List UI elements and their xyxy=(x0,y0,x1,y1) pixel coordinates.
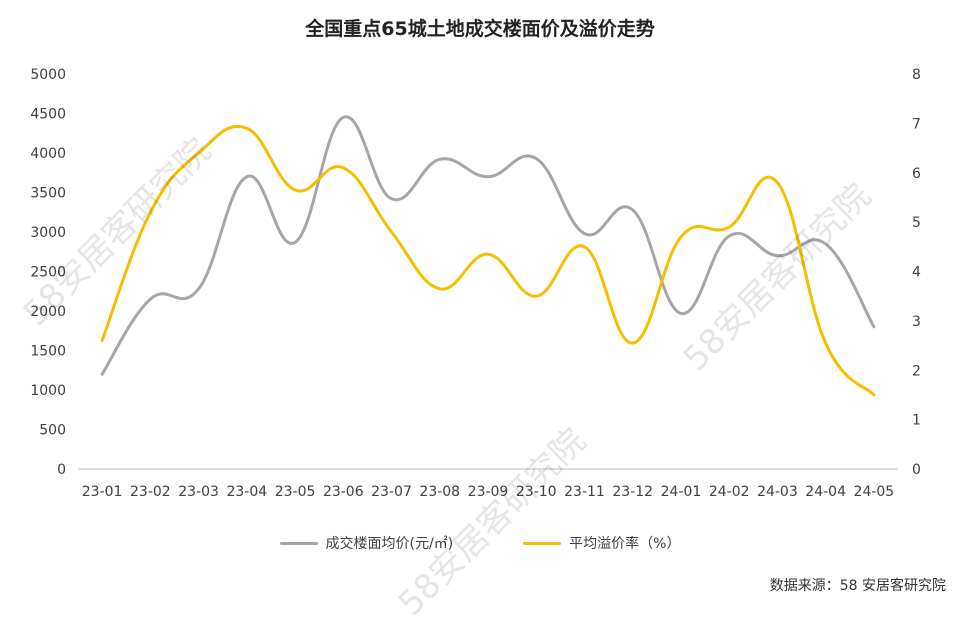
x-tick-label: 23-07 xyxy=(371,484,412,500)
data-point-premium xyxy=(631,341,635,345)
legend-label-premium: 平均溢价率（%） xyxy=(569,536,681,552)
legend-item-premium: 平均溢价率（%） xyxy=(523,533,680,553)
x-tick-label: 24-03 xyxy=(757,484,798,500)
data-point-premium xyxy=(245,126,249,130)
line-chart: 0 500 1000 1500 2000 2500 3000 3500 4000 4500 5000… xyxy=(30,67,921,500)
data-point-price xyxy=(438,157,442,161)
data-point-price xyxy=(775,254,779,258)
y-right-tick-label: 4 xyxy=(912,265,921,281)
data-point-premium xyxy=(727,225,731,229)
data-point-price xyxy=(341,115,345,119)
x-tick-label: 24-05 xyxy=(854,484,895,500)
y-left-tick-label: 4000 xyxy=(30,146,66,162)
data-point-price xyxy=(534,157,538,161)
data-point-premium xyxy=(679,235,683,239)
y-left-tick-label: 2500 xyxy=(30,265,66,281)
x-tick-label: 23-06 xyxy=(323,484,364,500)
y-left-tick-label: 1500 xyxy=(30,344,66,360)
data-point-price xyxy=(293,240,297,244)
x-tick-label: 23-01 xyxy=(82,484,123,500)
y-left-tick-label: 3500 xyxy=(30,186,66,202)
y-right-tick-label: 7 xyxy=(912,116,921,132)
data-point-premium xyxy=(100,339,104,343)
source-note: 数据来源：58 安居客研究院 xyxy=(769,578,946,594)
data-point-premium xyxy=(534,294,538,298)
data-point-premium xyxy=(824,341,828,345)
x-tick-label: 24-04 xyxy=(805,484,846,500)
data-point-premium xyxy=(486,252,490,256)
x-tick-label: 24-02 xyxy=(709,484,750,500)
data-point-premium xyxy=(583,245,587,249)
data-point-price xyxy=(197,287,201,291)
data-point-premium xyxy=(872,393,876,397)
y-left-tick-label: 500 xyxy=(39,423,66,439)
data-point-premium xyxy=(148,210,152,214)
x-tick-label: 24-01 xyxy=(661,484,702,500)
y-left-tick-label: 5000 xyxy=(30,67,66,83)
y-left-tick-label: 3000 xyxy=(30,225,66,241)
data-point-premium xyxy=(341,166,345,170)
legend-swatch-price xyxy=(279,541,318,545)
data-point-premium xyxy=(293,188,297,192)
series-line-price xyxy=(100,115,876,376)
y-left-tick-label: 2000 xyxy=(30,304,66,320)
data-point-price xyxy=(245,175,249,179)
y-right-tick-label: 8 xyxy=(912,67,921,83)
legend-label-price: 成交楼面均价(元/㎡) xyxy=(325,536,454,552)
x-tick-label: 23-05 xyxy=(275,484,316,500)
y-right-tick-label: 3 xyxy=(912,314,921,330)
data-point-premium xyxy=(197,151,201,155)
data-point-price xyxy=(390,197,394,201)
y-right-tick-label: 5 xyxy=(912,215,921,231)
data-point-price xyxy=(824,242,828,246)
data-point-premium xyxy=(438,287,442,291)
x-tick-label: 23-03 xyxy=(178,484,219,500)
data-point-price xyxy=(727,234,731,238)
x-tick-label: 23-10 xyxy=(516,484,557,500)
data-point-premium xyxy=(775,181,779,185)
data-point-price xyxy=(583,232,587,236)
x-tick-label: 23-02 xyxy=(130,484,171,500)
y-left-tick-label: 4500 xyxy=(30,107,66,123)
y-right-tick-label: 2 xyxy=(912,363,921,379)
y-right-tick-label: 1 xyxy=(912,413,921,429)
y-right-tick-label: 6 xyxy=(912,166,921,182)
y-left-tick-label: 1000 xyxy=(30,383,66,399)
chart-root: 全国重点65城土地成交楼面价及溢价走势 0 500 1000 1500 2000 2500… xyxy=(0,18,960,624)
legend-swatch-premium xyxy=(523,541,562,545)
data-point-premium xyxy=(390,230,394,234)
y-right-tick-label: 0 xyxy=(912,462,921,478)
y-left-tick-label: 0 xyxy=(57,462,66,478)
data-point-price xyxy=(148,297,152,301)
data-point-price xyxy=(631,208,635,212)
data-point-price xyxy=(872,325,876,329)
data-point-price xyxy=(679,311,683,315)
x-tick-label: 23-11 xyxy=(564,484,605,500)
x-tick-label: 23-12 xyxy=(612,484,653,500)
data-point-price xyxy=(100,372,104,376)
x-tick-label: 23-09 xyxy=(468,484,509,500)
chart-title: 全国重点65城土地成交楼面价及溢价走势 xyxy=(305,18,655,40)
x-tick-label: 23-04 xyxy=(226,484,267,500)
x-tick-label: 23-08 xyxy=(419,484,460,500)
series-line-premium xyxy=(100,124,876,397)
legend-item-price: 成交楼面均价(元/㎡) xyxy=(279,533,454,553)
data-point-price xyxy=(486,175,490,179)
chart-legend: 成交楼面均价(元/㎡) 平均溢价率（%） xyxy=(0,533,960,553)
